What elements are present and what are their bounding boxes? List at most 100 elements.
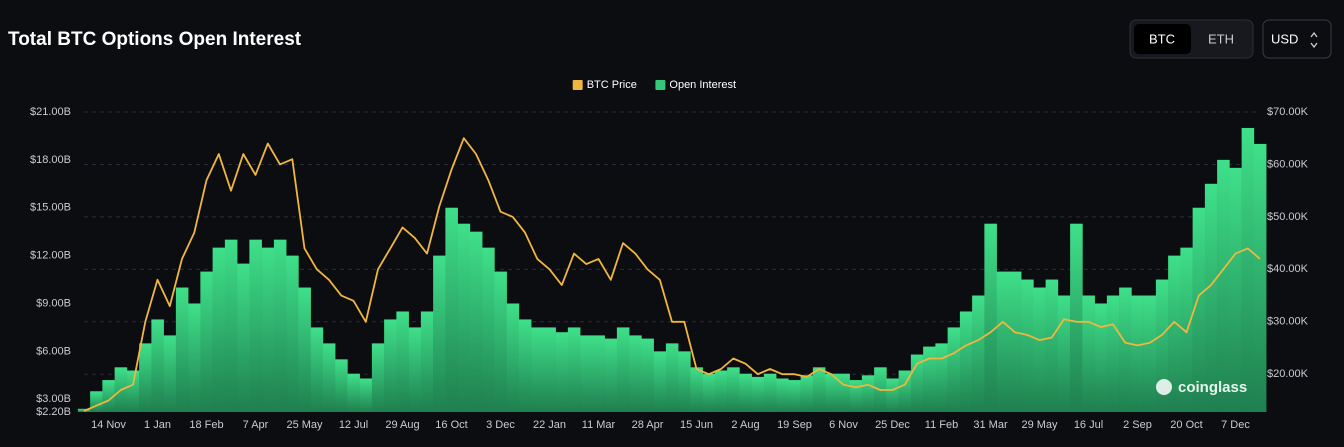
x-tick-label: 14 Nov — [91, 419, 126, 431]
oi-bar — [690, 367, 703, 412]
x-tick-label: 19 Sep — [777, 419, 812, 431]
y-tick-label: $3.00B — [36, 393, 71, 405]
legend-swatch — [572, 80, 583, 90]
x-tick-label: 29 Aug — [385, 419, 419, 431]
x-tick-label: 16 Oct — [435, 419, 467, 431]
oi-bar — [494, 271, 507, 412]
oi-bar — [102, 380, 115, 412]
oi-bar — [751, 376, 765, 412]
oi-bar — [482, 247, 495, 412]
oi-bar — [1057, 295, 1071, 412]
oi-bar — [335, 359, 348, 412]
oi-bar — [604, 338, 618, 412]
oi-bar — [543, 327, 556, 412]
x-tick-label: 18 Feb — [189, 419, 223, 431]
chart-title: Total BTC Options Open Interest — [8, 29, 302, 50]
oi-bar — [139, 343, 152, 412]
oi-bar — [1155, 279, 1169, 412]
y-tick-label: $12.00B — [30, 250, 71, 262]
oi-bar — [1106, 295, 1120, 412]
oi-bar — [1119, 287, 1132, 412]
oi-bar — [531, 327, 544, 412]
toggle-active[interactable] — [1134, 24, 1191, 54]
oi-bar — [1253, 143, 1267, 412]
x-tick-label: 3 Dec — [486, 419, 515, 431]
y2-tick-label: $20.00K — [1267, 368, 1309, 380]
x-tick-label: 11 Mar — [582, 419, 616, 431]
oi-bar — [972, 295, 985, 412]
oi-bar — [616, 327, 630, 412]
oi-bar — [273, 239, 287, 412]
oi-bar — [678, 351, 691, 412]
oi-bar — [1217, 159, 1230, 412]
oi-bar — [849, 380, 863, 412]
watermark-icon — [1156, 379, 1172, 395]
x-tick-label: 28 Apr — [632, 419, 664, 431]
oi-bar — [433, 255, 446, 412]
oi-bar — [812, 367, 826, 412]
oi-bar — [947, 327, 961, 412]
oi-bar — [1143, 295, 1157, 412]
oi-bar — [763, 373, 777, 412]
oi-bar — [298, 287, 311, 412]
y2-tick-label: $30.00K — [1267, 316, 1309, 328]
oi-bar — [371, 343, 385, 412]
oi-bar — [506, 303, 520, 412]
oi-bar — [580, 335, 593, 412]
oi-bar — [1045, 279, 1059, 412]
oi-bar — [776, 378, 789, 412]
oi-bar — [408, 327, 422, 412]
x-tick-label: 15 Jun — [680, 419, 713, 431]
oi-bar — [788, 380, 801, 412]
x-tick-label: 20 Oct — [1170, 419, 1202, 431]
y2-tick-label: $70.00K — [1267, 106, 1309, 118]
select-text[interactable]: USD — [1271, 31, 1298, 46]
oi-bar — [886, 378, 899, 412]
oi-bar — [200, 271, 213, 412]
oi-bar — [727, 367, 740, 412]
toggle-btc[interactable]: BTC — [1149, 31, 1175, 46]
oi-bar — [592, 335, 605, 412]
watermark: coinglass — [1178, 379, 1247, 396]
y2-tick-label: $50.00K — [1267, 211, 1309, 223]
x-tick-label: 31 Mar — [973, 419, 1008, 431]
y-tick-label: $9.00B — [36, 297, 71, 309]
x-tick-label: 7 Dec — [1221, 419, 1250, 431]
y2-tick-label: $60.00K — [1267, 158, 1309, 170]
select-frame[interactable] — [1262, 19, 1332, 59]
oi-bar — [286, 255, 299, 412]
oi-bar — [384, 319, 397, 412]
oi-bar — [714, 370, 728, 412]
oi-bar — [175, 287, 189, 412]
oi-bar — [665, 343, 679, 412]
oi-bar — [224, 239, 238, 412]
oi-bar — [469, 231, 483, 412]
oi-bar — [518, 319, 532, 412]
toggle-eth[interactable]: ETH — [1208, 31, 1234, 46]
oi-bar — [249, 239, 262, 412]
currency-toggle: BTC ETH — [1129, 19, 1254, 59]
oi-bar — [1070, 223, 1083, 412]
oi-bar — [1192, 207, 1206, 412]
oi-bar — [322, 343, 336, 412]
price-line — [83, 137, 1261, 412]
oi-bar — [739, 373, 752, 412]
legend-label: BTC Price — [587, 79, 637, 91]
oi-bar — [702, 373, 716, 412]
legend-label: Open Interest — [669, 79, 736, 91]
oi-bar — [959, 311, 973, 412]
x-tick-label: 25 May — [286, 419, 323, 431]
oi-bar — [1229, 167, 1242, 412]
y-tick-label: $21.00B — [30, 106, 71, 118]
plot: $2.20B$3.00B $6.00B $9.00B $12.00B $15.00B $1… — [30, 106, 1309, 431]
oi-bar — [555, 332, 569, 412]
oi-bar — [837, 373, 850, 412]
x-tick-label: 12 Jul — [339, 419, 368, 431]
unit-select[interactable]: USD — [1262, 19, 1332, 59]
x-tick-label: 11 Feb — [925, 419, 958, 431]
oi-bar — [861, 375, 875, 412]
oi-bar — [1131, 295, 1144, 412]
oi-bar — [1204, 183, 1218, 412]
oi-bar — [996, 271, 1010, 412]
x-tick-label: 22 Jan — [533, 419, 566, 431]
